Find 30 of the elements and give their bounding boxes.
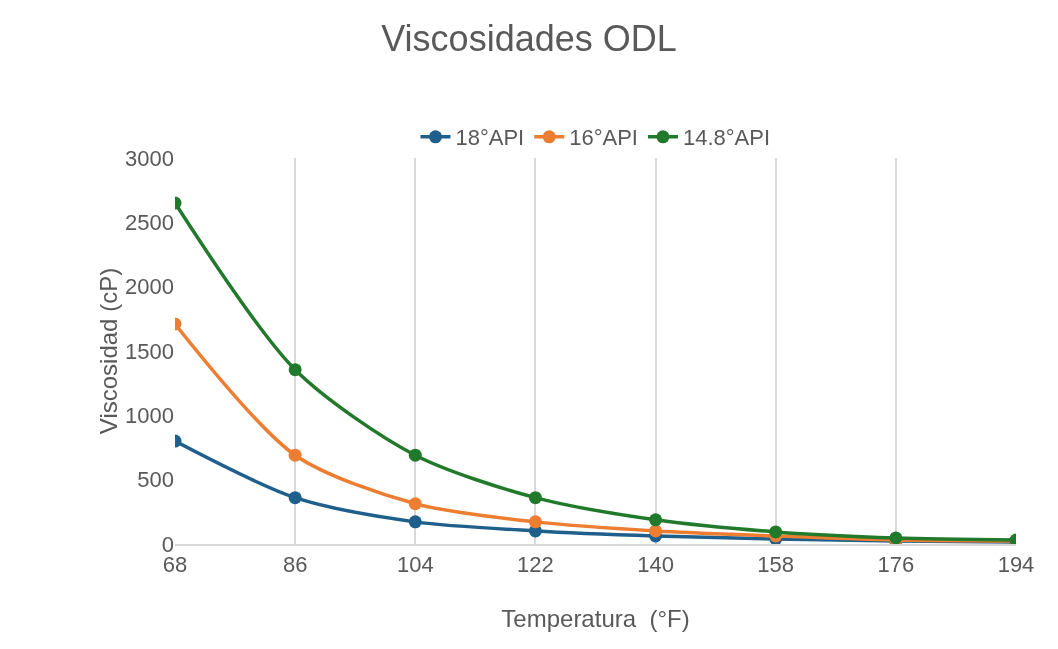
point — [649, 513, 663, 527]
x-tick-label: 194 — [997, 552, 1035, 578]
x-tick-label: 158 — [757, 552, 795, 578]
y-tick-label: 500 — [137, 467, 174, 493]
y-tick-label: 3000 — [125, 145, 174, 171]
y-axis-title: Viscosidad (cP) — [95, 267, 122, 435]
point — [769, 525, 783, 539]
y-tick-label: 1000 — [125, 403, 174, 429]
point — [408, 448, 422, 462]
chart-title: Viscosidades ODL — [381, 18, 677, 60]
point — [408, 497, 422, 511]
x-tick-label: 176 — [877, 552, 915, 578]
point — [288, 491, 302, 505]
y-tick-label: 2500 — [125, 210, 174, 236]
x-tick-label: 140 — [637, 552, 674, 578]
y-tick-label: 1500 — [125, 338, 174, 364]
legend-label: 14.8°API — [682, 125, 771, 151]
y-tick-label: 2000 — [125, 274, 174, 300]
point — [528, 491, 542, 505]
point — [408, 515, 422, 529]
legend-label: 16°API — [569, 125, 638, 151]
legend-label: 18°API — [455, 125, 525, 151]
x-tick-label: 104 — [396, 552, 434, 578]
x-tick-label: 86 — [282, 552, 308, 578]
x-axis-title: Temperatura (°F) — [501, 605, 690, 632]
point — [528, 515, 542, 529]
point — [649, 524, 663, 538]
point — [288, 363, 302, 377]
x-tick-label: 122 — [517, 552, 554, 578]
point — [288, 448, 302, 462]
